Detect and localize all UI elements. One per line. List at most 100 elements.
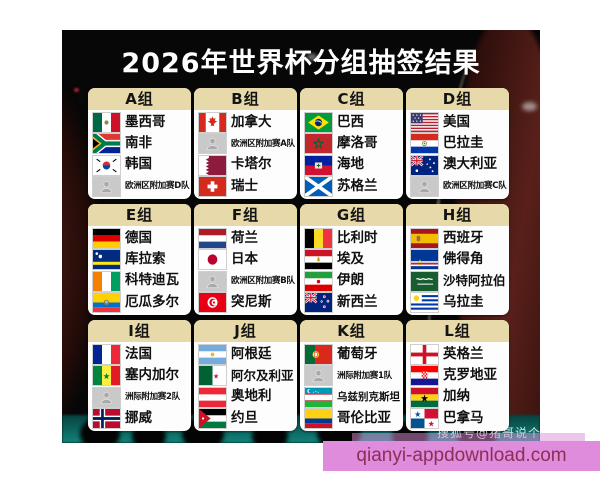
- team-name: 欧洲区附加赛B队: [231, 275, 295, 286]
- team-name: 加纳: [443, 388, 470, 405]
- team-row: 巴西: [300, 113, 403, 133]
- group-card-F组: F组荷兰日本欧洲区附加赛B队突尼斯: [194, 204, 297, 315]
- team-row: 乌拉圭: [406, 292, 509, 312]
- team-row: 佛得角: [406, 250, 509, 270]
- team-row: 海地: [300, 155, 403, 175]
- qatar-flag-icon: [199, 155, 226, 175]
- team-name: 突尼斯: [231, 293, 272, 310]
- team-name: 洲际附加赛1队: [337, 370, 392, 381]
- germany-flag-icon: [93, 229, 120, 249]
- ghana-flag-icon: [411, 387, 438, 407]
- group-header: B组: [194, 88, 297, 110]
- mexico-flag-icon: [93, 113, 120, 133]
- argentina-flag-icon: [199, 345, 226, 365]
- team-row: 新西兰: [300, 292, 403, 312]
- placeholder-flag-icon: [93, 176, 120, 196]
- newzealand-flag-icon: [305, 292, 332, 312]
- team-row: 欧洲区附加赛A队: [194, 134, 297, 154]
- team-row: 加拿大: [194, 113, 297, 133]
- southkorea-flag-icon: [93, 155, 120, 175]
- group-card-J组: J组 阿根廷 阿尔及利亚 奥地利 约旦: [194, 320, 297, 431]
- stage-light: [522, 102, 537, 111]
- tunisia-flag-icon: [199, 292, 226, 312]
- team-row: 洲际附加赛1队: [300, 366, 403, 386]
- group-header: C组: [300, 88, 403, 110]
- team-row: 巴拉圭: [406, 134, 509, 154]
- group-header: G组: [300, 204, 403, 226]
- brazil-flag-icon: [305, 113, 332, 133]
- stage-red-light: [74, 88, 79, 92]
- canada-flag-icon: [199, 113, 226, 133]
- team-name: 洲际附加赛2队: [125, 391, 180, 402]
- scotland-flag-icon: [305, 176, 332, 196]
- group-teams: 荷兰日本欧洲区附加赛B队突尼斯: [194, 226, 297, 315]
- placeholder-flag-icon: [305, 366, 332, 386]
- group-card-D组: D组 美国 巴拉圭 澳大利亚 欧洲区附加赛C队: [406, 88, 509, 199]
- team-name: 海地: [337, 156, 364, 173]
- team-row: 奥地利: [194, 387, 297, 407]
- team-name: 摩洛哥: [337, 135, 378, 152]
- japan-flag-icon: [199, 250, 226, 270]
- team-row: 塞内加尔: [88, 366, 191, 386]
- team-row: 哥伦比亚: [300, 408, 403, 428]
- team-row: 埃及: [300, 250, 403, 270]
- austria-flag-icon: [199, 387, 226, 407]
- iran-flag-icon: [305, 271, 332, 291]
- colombia-flag-icon: [305, 408, 332, 428]
- team-name: 欧洲区附加赛D队: [125, 181, 190, 191]
- team-row: 科特迪瓦: [88, 271, 191, 291]
- team-name: 阿尔及利亚: [231, 367, 294, 383]
- team-row: 欧洲区附加赛D队: [88, 176, 191, 196]
- groups-grid: A组 墨西哥 南非 韩国 欧洲区附加赛D队 B组 加拿大 欧洲区附加赛A队 卡塔尔 瑞士 C组 巴西摩…: [88, 88, 509, 431]
- team-name: 南非: [125, 135, 152, 152]
- team-name: 伊朗: [337, 272, 364, 289]
- group-card-L组: L组 英格兰 克罗地亚 加纳 巴拿马: [406, 320, 509, 431]
- team-row: 巴拿马: [406, 408, 509, 428]
- promo-banner-text: qianyi-appdownload.com: [356, 445, 567, 466]
- haiti-flag-icon: [305, 155, 332, 175]
- placeholder-flag-icon: [199, 271, 226, 291]
- group-card-K组: K组 葡萄牙 洲际附加赛1队 乌兹别克斯坦 哥伦比亚: [300, 320, 403, 431]
- curacao-flag-icon: [93, 250, 120, 270]
- team-name: 韩国: [125, 156, 152, 173]
- team-row: 突尼斯: [194, 292, 297, 312]
- team-row: 苏格兰: [300, 176, 403, 196]
- group-header: F组: [194, 204, 297, 226]
- group-card-B组: B组加拿大 欧洲区附加赛A队卡塔尔瑞士: [194, 88, 297, 199]
- team-name: 西班牙: [443, 229, 484, 246]
- team-row: 比利时: [300, 229, 403, 249]
- team-name: 荷兰: [231, 229, 258, 246]
- team-row: 德国: [88, 229, 191, 249]
- team-name: 沙特阿拉伯: [443, 272, 506, 288]
- team-name: 英格兰: [443, 345, 484, 362]
- team-name: 日本: [231, 251, 258, 268]
- team-name: 瑞士: [231, 177, 258, 194]
- croatia-flag-icon: [411, 366, 438, 386]
- team-name: 卡塔尔: [231, 156, 272, 173]
- paraguay-flag-icon: [411, 134, 438, 154]
- team-row: 阿根廷: [194, 345, 297, 365]
- group-header: L组: [406, 320, 509, 342]
- team-name: 葡萄牙: [337, 345, 378, 362]
- uzbekistan-flag-icon: [305, 387, 332, 407]
- page-title: 2026年世界杯分组抽签结果: [121, 48, 481, 79]
- team-row: 欧洲区附加赛B队: [194, 271, 297, 291]
- france-flag-icon: [93, 345, 120, 365]
- team-name: 新西兰: [337, 293, 378, 310]
- team-row: 加纳: [406, 387, 509, 407]
- group-teams: 西班牙佛得角沙特阿拉伯乌拉圭: [406, 226, 509, 315]
- team-row: 澳大利亚: [406, 155, 509, 175]
- capeverde-flag-icon: [411, 250, 438, 270]
- england-flag-icon: [411, 345, 438, 365]
- team-name: 哥伦比亚: [337, 409, 391, 426]
- team-name: 约旦: [231, 409, 258, 426]
- team-name: 厄瓜多尔: [125, 293, 179, 310]
- group-header: E组: [88, 204, 191, 226]
- team-name: 奥地利: [231, 388, 272, 405]
- team-row: 南非: [88, 134, 191, 154]
- team-row: 乌兹别克斯坦: [300, 387, 403, 407]
- uruguay-flag-icon: [411, 292, 438, 312]
- team-name: 巴拉圭: [443, 135, 484, 152]
- group-teams: 阿根廷阿尔及利亚奥地利约旦: [194, 342, 297, 431]
- algeria-flag-icon: [199, 366, 226, 386]
